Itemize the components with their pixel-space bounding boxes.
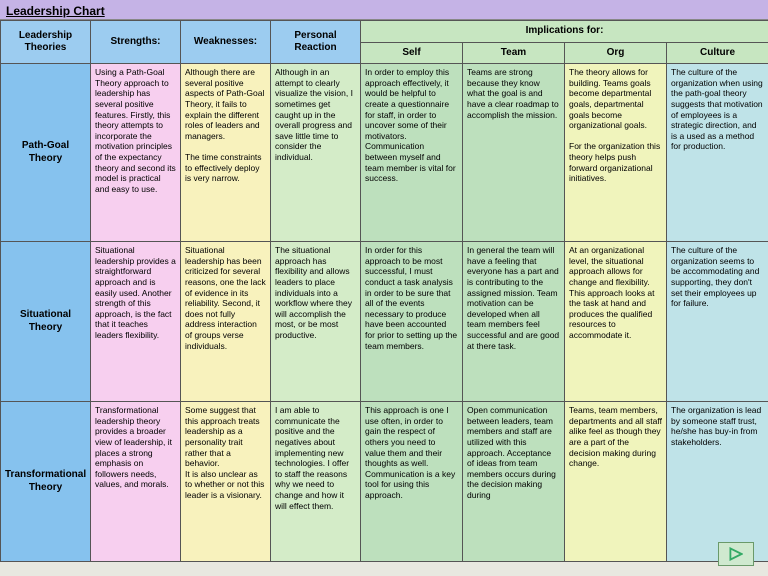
cell-culture: The culture of the organization when usi…: [667, 64, 768, 242]
header-implications: Implications for:: [361, 21, 768, 43]
header-self: Self: [361, 42, 463, 64]
header-team: Team: [463, 42, 565, 64]
cell-team: Open communication between leaders, team…: [463, 402, 565, 562]
cell-org: At an organizational level, the situatio…: [565, 242, 667, 402]
chart-title: Leadership Chart: [6, 4, 105, 18]
cell-weaknesses: Situational leadership has been criticiz…: [181, 242, 271, 402]
cell-culture: The culture of the organization seems to…: [667, 242, 768, 402]
cell-self: This approach is one I use often, in ord…: [361, 402, 463, 562]
leadership-table: Leadership Theories Strengths: Weaknesse…: [0, 20, 768, 562]
title-bar: Leadership Chart: [0, 0, 768, 20]
next-button[interactable]: [718, 542, 754, 566]
cell-reaction: Although in an attempt to clearly visual…: [271, 64, 361, 242]
header-culture: Culture: [667, 42, 768, 64]
header-reaction: Personal Reaction: [271, 21, 361, 64]
table-row: Path-Goal TheoryUsing a Path-Goal Theory…: [1, 64, 768, 242]
header-org: Org: [565, 42, 667, 64]
row-label: Transformational Theory: [1, 402, 91, 562]
table-row: Situational TheorySituational leadership…: [1, 242, 768, 402]
header-strengths: Strengths:: [91, 21, 181, 64]
row-label: Path-Goal Theory: [1, 64, 91, 242]
cell-org: The theory allows for building. Teams go…: [565, 64, 667, 242]
cell-strengths: Transformational leadership theory provi…: [91, 402, 181, 562]
cell-weaknesses: Although there are several positive aspe…: [181, 64, 271, 242]
cell-org: Teams, team members, departments and all…: [565, 402, 667, 562]
cell-team: In general the team will have a feeling …: [463, 242, 565, 402]
cell-reaction: I am able to communicate the positive an…: [271, 402, 361, 562]
cell-culture: The organization is lead by someone staf…: [667, 402, 768, 562]
cell-self: In order to employ this approach effecti…: [361, 64, 463, 242]
cell-strengths: Situational leadership provides a straig…: [91, 242, 181, 402]
header-theories: Leadership Theories: [1, 21, 91, 64]
row-label: Situational Theory: [1, 242, 91, 402]
cell-reaction: The situational approach has flexibility…: [271, 242, 361, 402]
header-weaknesses: Weaknesses:: [181, 21, 271, 64]
cell-weaknesses: Some suggest that this approach treats l…: [181, 402, 271, 562]
table-row: Transformational TheoryTransformational …: [1, 402, 768, 562]
play-icon: [729, 547, 743, 561]
cell-self: In order for this approach to be most su…: [361, 242, 463, 402]
cell-strengths: Using a Path-Goal Theory approach to lea…: [91, 64, 181, 242]
cell-team: Teams are strong because they know what …: [463, 64, 565, 242]
